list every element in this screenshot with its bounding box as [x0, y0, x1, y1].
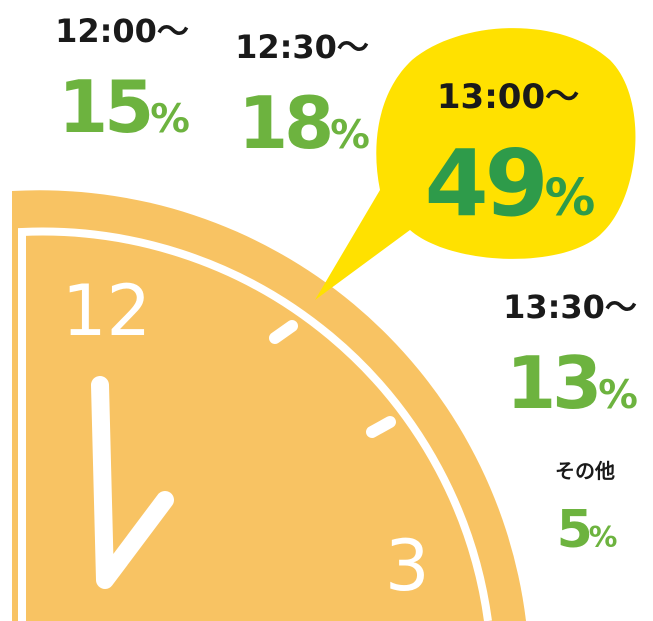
clock-hands — [91, 376, 174, 589]
time-label: 13:30〜 — [503, 288, 637, 326]
time-label: 13:00〜 — [437, 77, 579, 117]
percentage-value: 13 — [506, 341, 598, 425]
percentage-unit: % — [598, 372, 637, 418]
percentage: 13% — [506, 341, 637, 425]
clock-face — [12, 190, 526, 621]
percentage-unit: % — [330, 112, 369, 158]
percentage-unit: % — [150, 96, 189, 142]
percentage-unit: % — [545, 168, 595, 227]
percentage-value: 49 — [425, 130, 545, 237]
percentage: 49% — [425, 130, 595, 237]
percentage-unit: % — [589, 520, 617, 554]
percentage-value: 18 — [238, 81, 330, 165]
tick — [269, 320, 298, 344]
numeral-12: 12 — [62, 270, 151, 352]
tick — [366, 416, 396, 438]
percentage-value: 5 — [557, 500, 590, 560]
clock-rim — [18, 227, 492, 621]
percentage-value: 15 — [58, 65, 150, 149]
speech-bubble — [315, 28, 636, 300]
time-label: 12:00〜 — [55, 12, 189, 50]
percentage: 15% — [58, 65, 189, 149]
percentage: 5% — [557, 500, 617, 560]
time-label: その他 — [555, 459, 615, 483]
percentage: 18% — [238, 81, 369, 165]
time-label: 12:30〜 — [235, 28, 369, 66]
numeral-3: 3 — [385, 525, 430, 607]
